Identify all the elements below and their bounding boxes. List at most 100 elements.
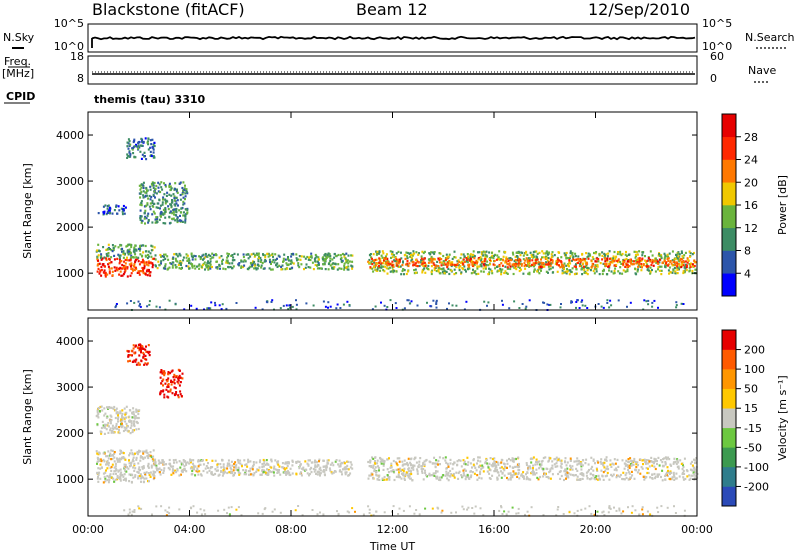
power-echo-cell [467, 265, 470, 268]
velocity-echo-cell [141, 345, 144, 348]
power-echo-cell [175, 190, 178, 193]
power-echo-cell [580, 268, 583, 271]
velocity-echo-cell [603, 461, 606, 464]
power-echo-cell [460, 271, 463, 274]
power-echo-cell [445, 253, 448, 256]
power-echo-cell [583, 259, 586, 262]
power-echo-cell [206, 307, 209, 310]
velocity-echo-cell [395, 468, 398, 471]
velocity-echo-cell [326, 461, 329, 464]
power-echo-cell [562, 264, 565, 267]
velocity-echo-cell [287, 461, 290, 464]
velocity-echo-cell [629, 457, 632, 460]
power-echo-cell [594, 252, 597, 255]
velocity-echo-cell [579, 478, 582, 481]
velocity-echo-cell [162, 471, 165, 474]
velocity-echo-cell [633, 457, 636, 461]
velocity-echo-cell [464, 463, 467, 466]
power-echo-cell [528, 273, 531, 276]
power-echo-cell [402, 260, 404, 263]
velocity-echo-cell [119, 468, 122, 471]
power-echo-cell [110, 256, 113, 259]
power-echo-cell [163, 212, 166, 215]
power-echo-cell [455, 265, 458, 269]
velocity-echo-cell [601, 474, 604, 477]
power-echo-cell [685, 269, 688, 272]
velocity-echo-cell [223, 508, 226, 511]
power-echo-cell [547, 265, 550, 268]
power-echo-cell [178, 219, 181, 222]
power-echo-cell [583, 258, 586, 261]
power-echo-cell [615, 255, 618, 258]
velocity-echo-cell [525, 463, 528, 466]
velocity-echo-cell [308, 474, 310, 477]
velocity-echo-cell [511, 474, 514, 477]
velocity-echo-cell [437, 459, 440, 462]
velocity-echo-cell [341, 473, 343, 476]
power-echo-cell [526, 264, 528, 267]
velocity-echo-cell [142, 347, 145, 350]
velocity-echo-cell [118, 426, 121, 429]
power-echo-cell [569, 255, 572, 258]
power-echo-cell [691, 269, 694, 273]
power-echo-cell [122, 250, 125, 253]
velocity-echo-cell [569, 473, 572, 476]
power-echo-cell [226, 256, 229, 259]
power-echo-cell [129, 265, 132, 268]
velocity-echo-cell [302, 468, 305, 471]
power-echo-cell [188, 259, 191, 262]
velocity-echo-cell [611, 462, 614, 465]
power-echo-cell [142, 181, 145, 184]
velocity-echo-cell [193, 465, 196, 468]
velocity-echo-cell [143, 357, 146, 361]
velocity-echo-cell [324, 465, 327, 468]
velocity-echo-cell [135, 410, 138, 413]
power-echo-cell [619, 266, 622, 269]
power-echo-cell [427, 261, 430, 264]
power-echo-cell [316, 264, 319, 267]
velocity-echo-cell [177, 368, 180, 371]
velocity-echo-cell [546, 467, 549, 471]
velocity-echo-cell [200, 513, 203, 516]
freq-unit-label: [MHz] [2, 67, 35, 80]
velocity-echo-cell [463, 462, 465, 465]
power-echo-cell [222, 267, 225, 270]
velocity-echo-cell [154, 461, 157, 464]
velocity-echo-cell [239, 472, 242, 475]
velocity-echo-cell [134, 360, 137, 363]
power-echo-cell [565, 264, 568, 267]
velocity-echo-cell [642, 475, 645, 478]
power-echo-cell [651, 254, 654, 257]
power-echo-cell [379, 260, 382, 263]
power-echo-cell [675, 306, 678, 309]
velocity-echo-cell [98, 410, 101, 413]
power-echo-cell [514, 258, 517, 262]
velocity-echo-cell [316, 471, 319, 474]
velocity-echo-cell [103, 423, 106, 426]
power-echo-cell [128, 151, 131, 154]
nave-tick-top: 60 [710, 50, 724, 63]
power-echo-cell [478, 265, 481, 268]
power-echo-cell [96, 256, 99, 259]
power-echo-cell [574, 264, 577, 267]
velocity-echo-cell [382, 464, 385, 467]
power-echo-cell [327, 252, 330, 255]
power-echo-cell [139, 305, 142, 308]
power-echo-cell [151, 201, 154, 204]
power-echo-cell [533, 269, 536, 272]
velocity-echo-cell [632, 463, 635, 466]
velocity-echo-cell [119, 479, 122, 482]
power-echo-cell [679, 266, 682, 269]
velocity-echo-cell [214, 459, 217, 462]
velocity-echo-cell [457, 471, 460, 475]
power-echo-cell [132, 140, 135, 144]
velocity-echo-cell [137, 416, 140, 420]
velocity-echo-cell [481, 466, 484, 469]
power-echo-cell [459, 261, 462, 264]
velocity-echo-cell [526, 510, 529, 513]
velocity-echo-cell [202, 459, 204, 462]
velocity-echo-cell [226, 512, 228, 515]
velocity-echo-cell [116, 460, 119, 463]
power-echo-cell [613, 271, 616, 275]
